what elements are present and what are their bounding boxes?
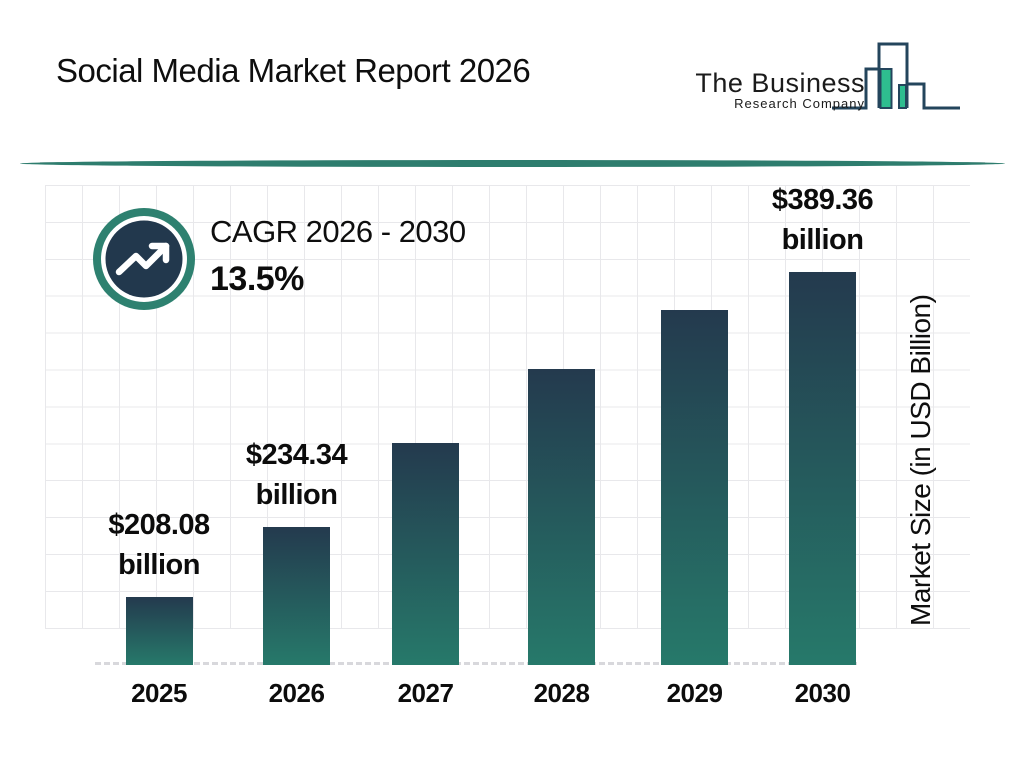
bar-2025 <box>125 597 193 665</box>
x-axis-label-2028: 2028 <box>533 678 590 708</box>
x-axis-label-2027: 2027 <box>397 678 454 708</box>
skyline-bars-icon <box>832 42 960 110</box>
company-name: The Business <box>695 68 865 98</box>
trend-up-icon <box>93 208 195 310</box>
bar-2029 <box>661 310 728 665</box>
x-axis-label-2026: 2026 <box>268 678 325 708</box>
cagr-period-label: CAGR 2026 - 2030 <box>210 214 466 249</box>
chart-baseline-dashed <box>95 662 857 665</box>
bar-value-label-2025: $208.08 billion <box>108 509 210 581</box>
x-axis-label-2025: 2025 <box>131 678 187 708</box>
y-axis-label: Market Size (in USD Billion) <box>905 294 936 626</box>
company-logo: The Business Research Company <box>660 36 980 128</box>
x-axis-label-2029: 2029 <box>666 678 723 708</box>
page-title: Social Media Market Report 2026 <box>56 52 531 89</box>
bar-2028 <box>528 369 595 665</box>
x-axis-label-2030: 2030 <box>794 678 851 708</box>
bar-value-label-2030: $389.36 billion <box>771 184 874 256</box>
bar-2030 <box>789 272 856 665</box>
company-logo-text: The Business Research Company <box>660 69 865 111</box>
bar-2026 <box>263 527 330 665</box>
bar-2027 <box>392 443 459 665</box>
teal-divider-line <box>20 160 1005 167</box>
company-subname: Research Company <box>734 96 865 111</box>
cagr-value: 13.5% <box>210 260 304 298</box>
bar-value-label-2026: $234.34 billion <box>245 439 348 511</box>
